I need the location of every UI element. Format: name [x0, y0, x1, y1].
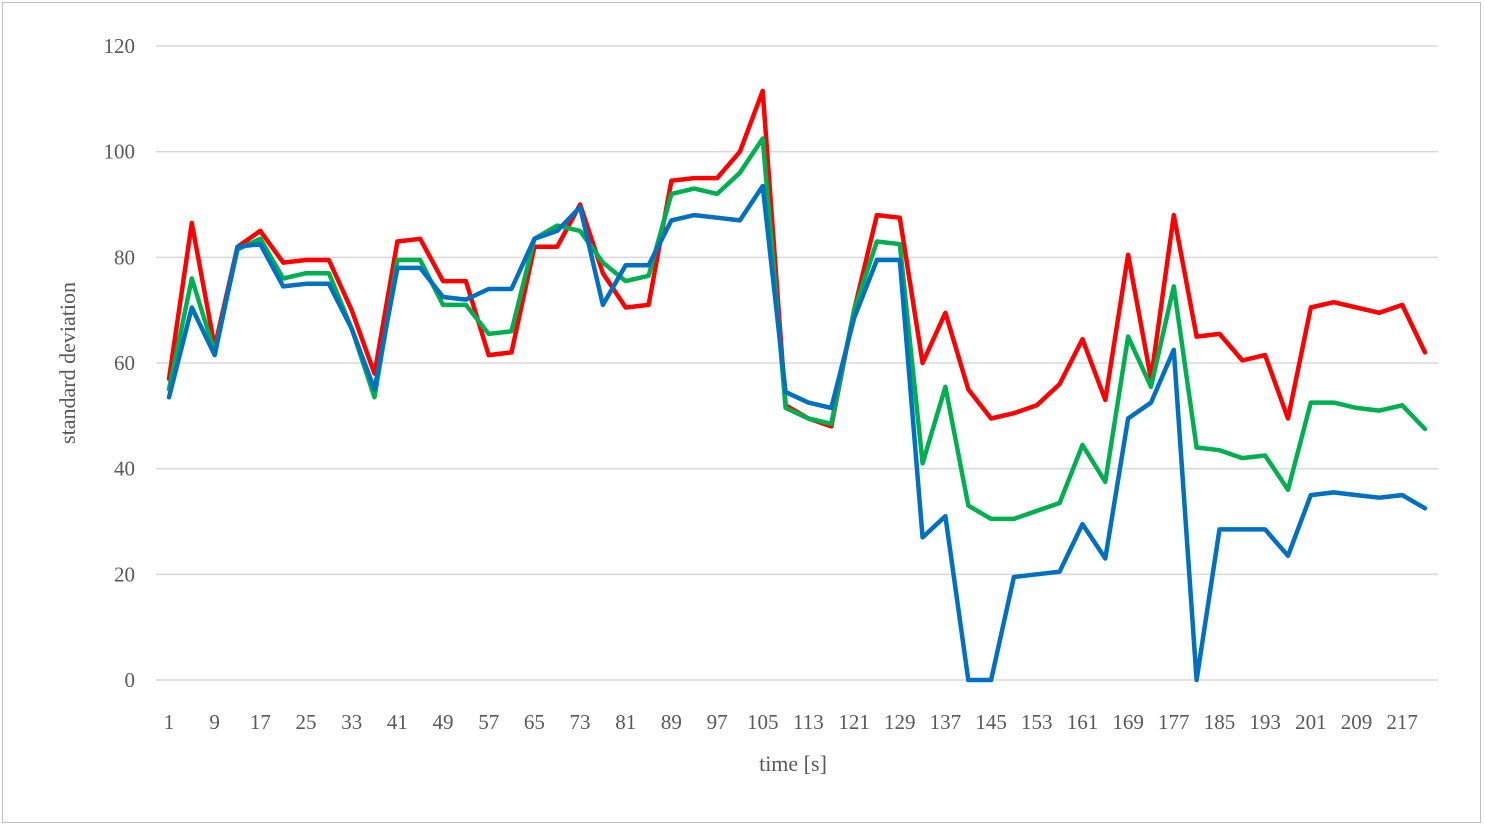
x-axis-tick-labels: 1 9 17 25 33 41 49 57 65 73 81 89 97 105 113 121 129 137 1… — [164, 710, 1418, 734]
x-tick-label: 9 — [209, 710, 220, 734]
y-tick-label: 80 — [114, 245, 135, 269]
x-tick-label: 217 — [1386, 710, 1418, 734]
series-line-3 — [166, 183, 1428, 683]
x-tick-label: 1 — [164, 710, 175, 734]
x-tick-label: 177 — [1158, 710, 1190, 734]
x-tick-label: 113 — [793, 710, 824, 734]
x-tick-label: 65 — [524, 710, 545, 734]
x-tick-label: 185 — [1204, 710, 1236, 734]
x-tick-label: 57 — [478, 710, 499, 734]
x-tick-label: 81 — [615, 710, 636, 734]
x-tick-label: 49 — [433, 710, 454, 734]
x-tick-label: 137 — [930, 710, 962, 734]
series-lines — [166, 88, 1428, 683]
x-tick-label: 41 — [387, 710, 408, 734]
x-tick-label: 193 — [1249, 710, 1281, 734]
series-line-1 — [166, 88, 1428, 429]
y-tick-label: 120 — [104, 34, 136, 58]
x-tick-label: 209 — [1341, 710, 1373, 734]
gridlines — [156, 45, 1438, 681]
y-tick-label: 0 — [125, 668, 136, 692]
x-tick-label: 161 — [1067, 710, 1099, 734]
y-tick-label: 20 — [114, 562, 135, 586]
y-tick-label: 100 — [104, 140, 136, 164]
y-axis-tick-labels: 0 20 40 60 80 100 120 — [104, 34, 136, 692]
x-tick-label: 201 — [1295, 710, 1327, 734]
x-tick-label: 129 — [884, 710, 916, 734]
x-tick-label: 97 — [707, 710, 728, 734]
x-tick-label: 145 — [975, 710, 1007, 734]
x-axis-title: time [s] — [759, 751, 827, 776]
x-tick-label: 73 — [570, 710, 591, 734]
y-tick-label: 40 — [114, 457, 135, 481]
x-tick-label: 121 — [838, 710, 870, 734]
x-tick-label: 33 — [341, 710, 362, 734]
x-tick-label: 17 — [250, 710, 271, 734]
line-chart: 0 20 40 60 80 100 120 1 9 17 25 33 41 49 57 65 73 81 89 97… — [55, 34, 1438, 776]
y-axis-title: standard deviation — [55, 282, 80, 444]
x-tick-label: 169 — [1112, 710, 1144, 734]
y-tick-label: 60 — [114, 351, 135, 375]
x-tick-label: 25 — [296, 710, 317, 734]
x-tick-label: 153 — [1021, 710, 1053, 734]
x-tick-label: 89 — [661, 710, 682, 734]
x-tick-label: 105 — [747, 710, 779, 734]
